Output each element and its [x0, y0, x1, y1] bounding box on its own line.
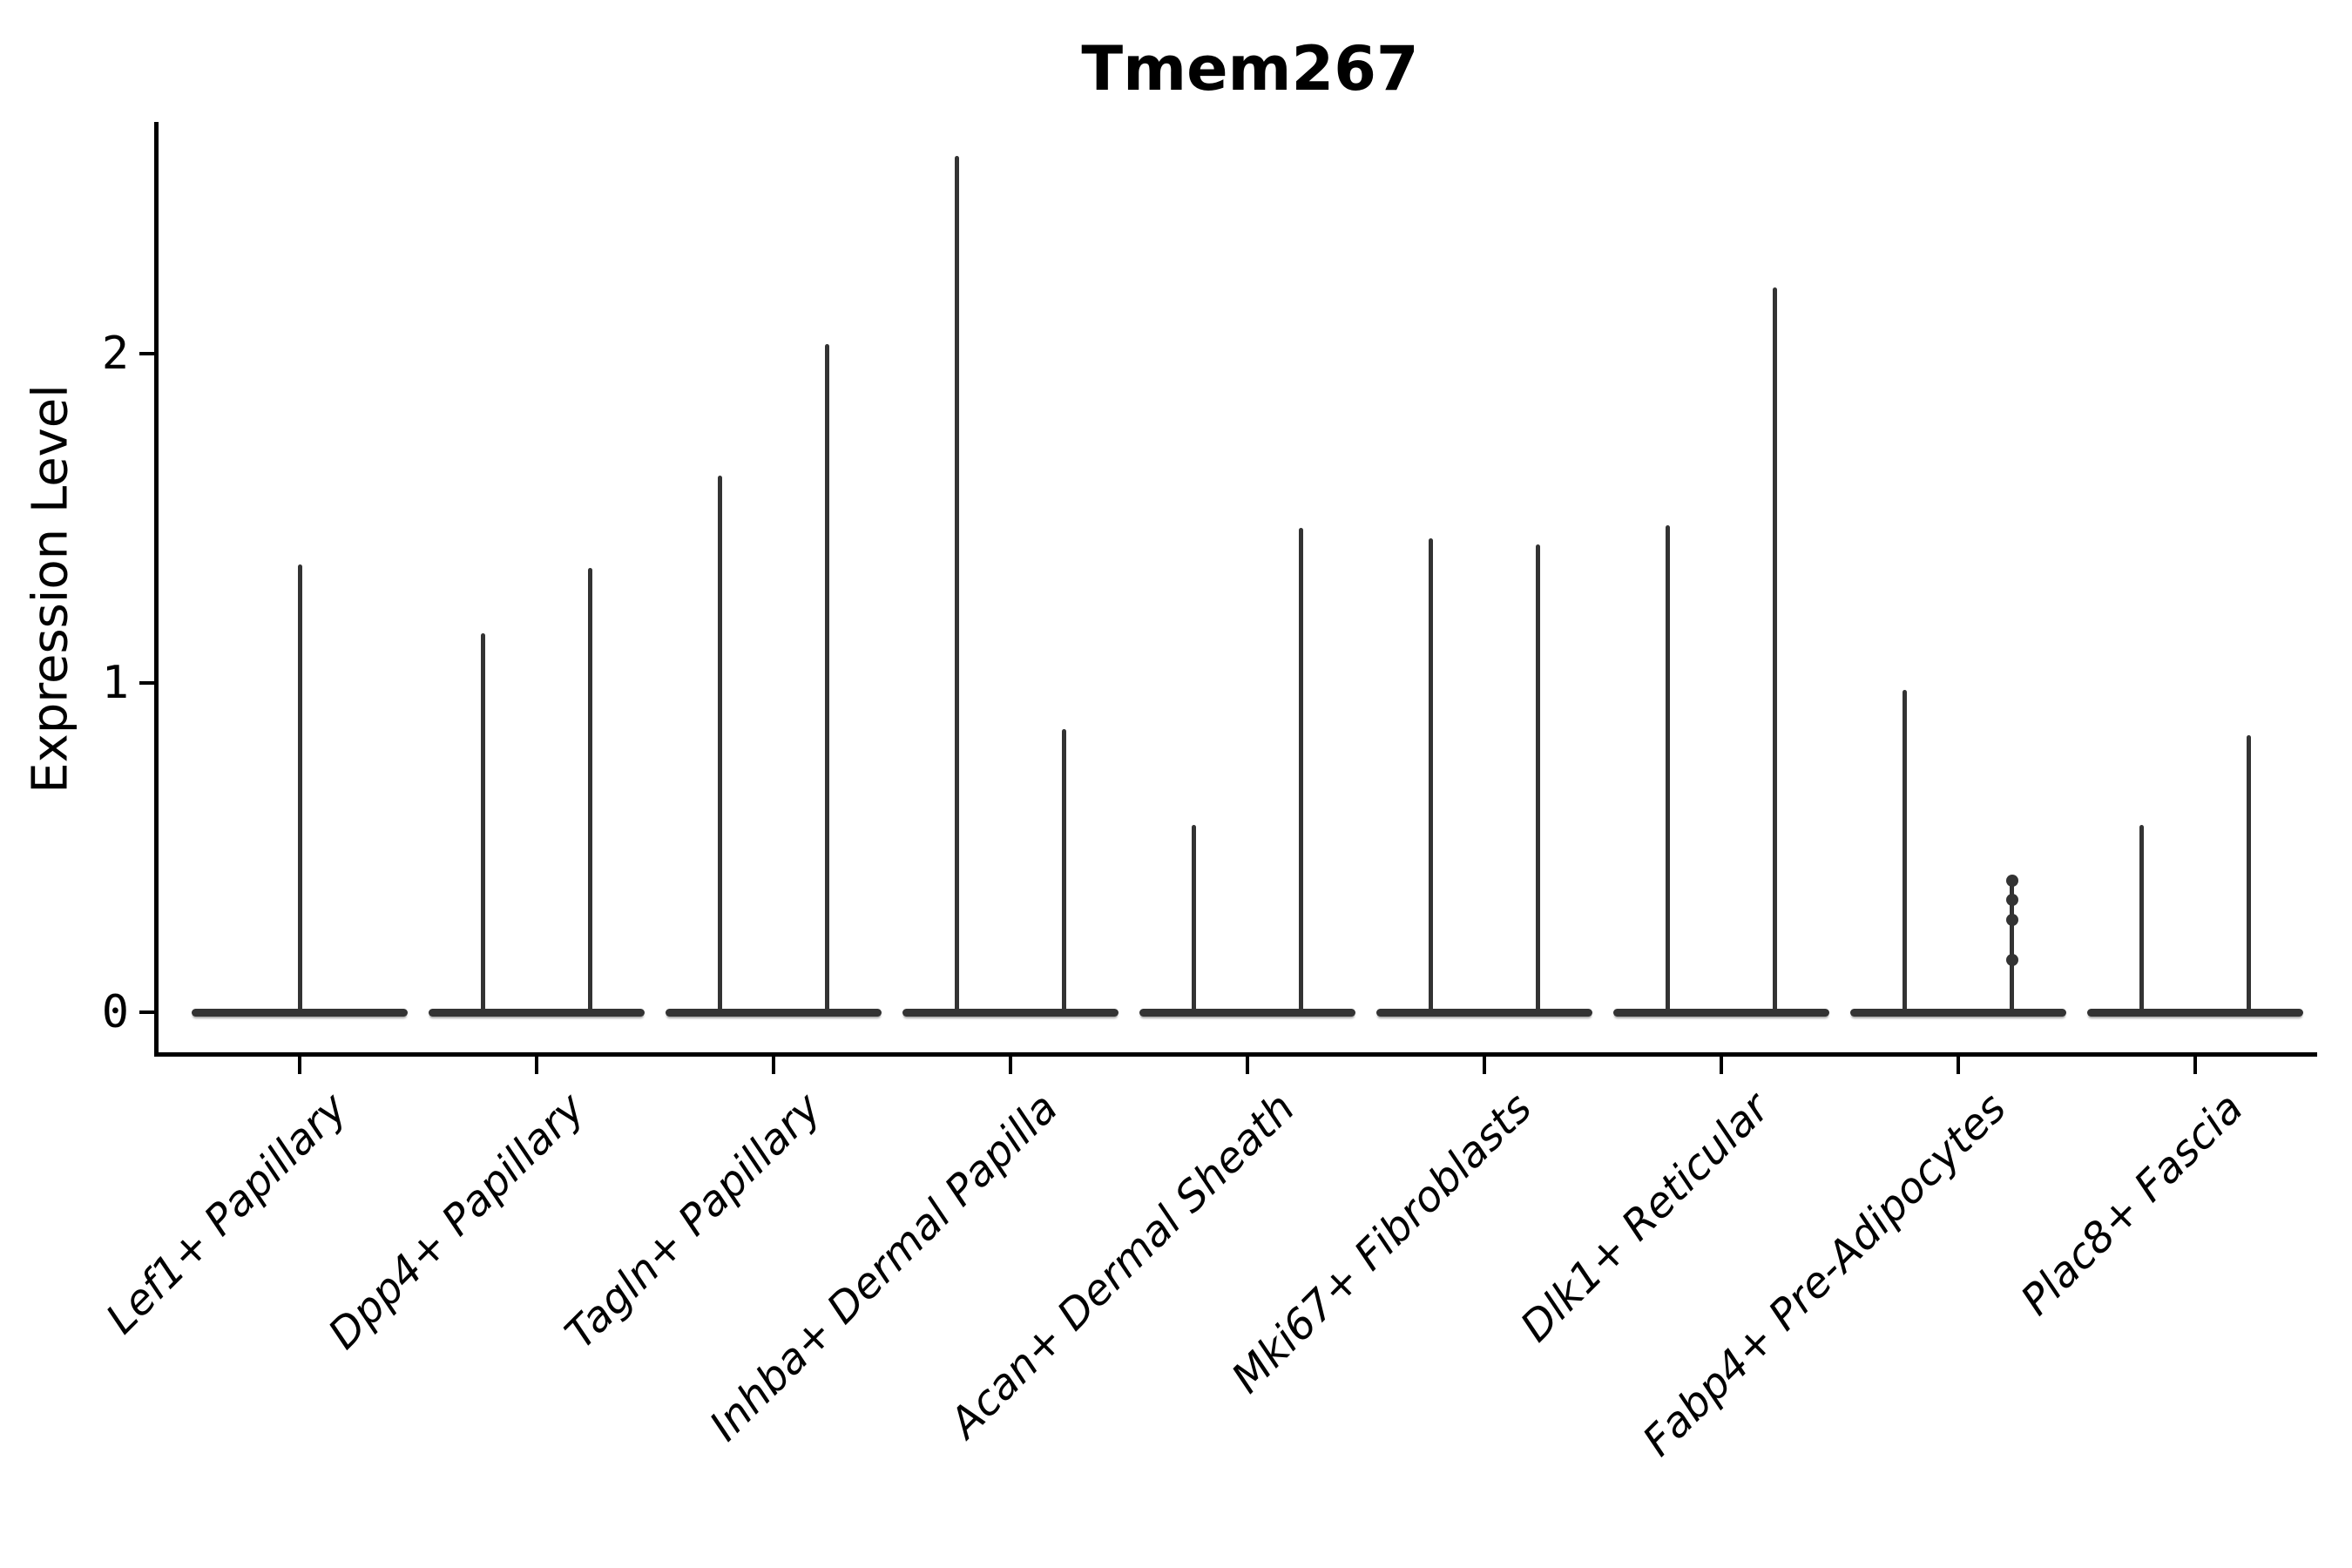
- violin-spike: [1773, 287, 1777, 1016]
- y-tick-label: 1: [101, 657, 129, 709]
- violin-base: [1613, 1008, 1829, 1017]
- violin-base: [666, 1008, 882, 1017]
- violin-spike: [1299, 528, 1303, 1016]
- violin-spike: [1536, 544, 1540, 1016]
- x-tick: [1957, 1057, 1960, 1074]
- violin-base: [2087, 1008, 2303, 1017]
- violin-spike: [1192, 824, 1196, 1016]
- violin-base: [1376, 1008, 1592, 1017]
- jitter-point: [2005, 914, 2018, 927]
- x-tick: [1720, 1057, 1723, 1074]
- violin-spike: [825, 343, 829, 1016]
- violin-base: [1850, 1008, 2066, 1017]
- x-tick: [1246, 1057, 1249, 1074]
- y-tick-label: 2: [101, 328, 129, 380]
- jitter-point: [2005, 953, 2018, 966]
- y-axis-label: Expression Level: [22, 384, 79, 794]
- jitter-point: [2005, 874, 2018, 887]
- violin-spike: [481, 633, 485, 1016]
- violin-spike: [1903, 689, 1907, 1016]
- x-tick-label: Plac8+ Fascia: [2011, 1084, 2253, 1325]
- x-tick-label: Tagln+ Papillary: [556, 1084, 831, 1359]
- x-tick-label: Dpp4+ Papillary: [319, 1084, 594, 1359]
- violin-base: [429, 1008, 645, 1017]
- violin-spike: [588, 567, 592, 1016]
- violin-spike: [2010, 877, 2014, 1016]
- violin-spike: [2139, 824, 2144, 1016]
- violin-spike: [1062, 728, 1066, 1016]
- y-axis-line: [154, 122, 159, 1057]
- violin-spike: [718, 475, 722, 1016]
- x-axis-line: [154, 1052, 2317, 1057]
- y-tick-label: 0: [101, 986, 129, 1038]
- y-tick: [139, 1010, 155, 1014]
- x-tick: [1009, 1057, 1012, 1074]
- x-tick: [1483, 1057, 1486, 1074]
- violin-spike: [1666, 524, 1670, 1016]
- chart-title: Tmem267: [1081, 33, 1419, 105]
- x-tick: [772, 1057, 775, 1074]
- violin-spike: [2247, 735, 2251, 1016]
- jitter-point: [2005, 894, 2018, 907]
- violin-spike: [1429, 537, 1433, 1016]
- x-tick: [535, 1057, 538, 1074]
- x-tick-label: Dlk1+ Reticular: [1511, 1084, 1779, 1352]
- violin-spike: [297, 564, 302, 1016]
- y-tick: [139, 352, 155, 355]
- violin-base: [1139, 1008, 1355, 1017]
- x-tick: [2193, 1057, 2197, 1074]
- violin-base: [902, 1008, 1119, 1017]
- violin-spike: [955, 156, 959, 1016]
- y-tick: [139, 681, 155, 685]
- x-tick-label: Lef1+ Papillary: [97, 1084, 357, 1344]
- x-tick: [298, 1057, 301, 1074]
